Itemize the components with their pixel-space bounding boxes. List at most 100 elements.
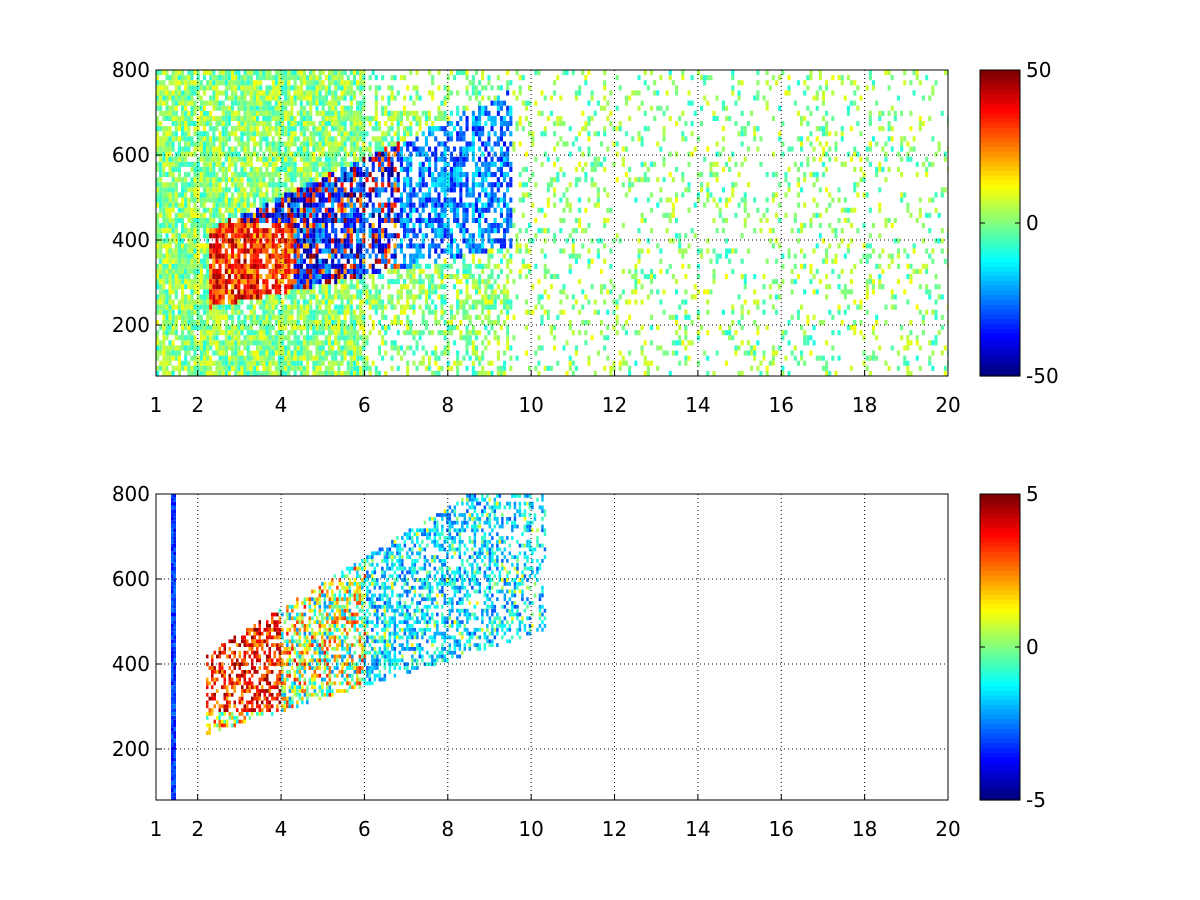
heatmap-cell — [259, 248, 263, 254]
heatmap-cell — [296, 335, 300, 341]
heatmap-cell — [215, 207, 219, 213]
heatmap-cell — [440, 187, 444, 193]
heatmap-cell — [252, 340, 256, 346]
heatmap-cell — [243, 115, 247, 121]
heatmap-cell — [399, 212, 403, 218]
heatmap-cell — [224, 350, 228, 356]
heatmap-cell — [371, 294, 375, 300]
heatmap-cell — [306, 192, 310, 198]
heatmap-cell — [231, 289, 235, 295]
heatmap-cell — [209, 166, 213, 172]
heatmap-cell — [206, 350, 210, 356]
heatmap-cell — [209, 192, 213, 198]
heatmap-cell — [165, 350, 169, 356]
heatmap-cell — [356, 131, 360, 137]
heatmap-cell — [240, 299, 244, 305]
heatmap-cell — [299, 177, 303, 183]
heatmap-cell — [302, 172, 306, 178]
heatmap-cell — [393, 263, 397, 269]
heatmap-cell — [162, 80, 166, 86]
heatmap-cell — [343, 253, 347, 259]
heatmap-cell — [284, 360, 288, 366]
heatmap-cell — [353, 131, 357, 137]
heatmap-cell — [234, 253, 238, 259]
heatmap-cell — [231, 243, 235, 249]
heatmap-cell — [309, 309, 313, 315]
heatmap-cell — [234, 228, 238, 234]
heatmap-cell — [446, 187, 450, 193]
heatmap-cell — [465, 207, 469, 213]
heatmap-cell — [390, 161, 394, 167]
heatmap-cell — [496, 197, 500, 203]
heatmap-cell — [165, 238, 169, 244]
heatmap-cell — [252, 197, 256, 203]
heatmap-cell — [337, 151, 341, 157]
heatmap-cell — [321, 141, 325, 147]
heatmap-cell — [321, 202, 325, 208]
heatmap-cell — [409, 110, 413, 116]
heatmap-cell — [324, 115, 328, 121]
heatmap-cell — [156, 192, 160, 198]
heatmap-cell — [202, 284, 206, 290]
heatmap-cell — [249, 263, 253, 269]
heatmap-cell — [224, 136, 228, 142]
heatmap-cell — [231, 161, 235, 167]
heatmap-cell — [318, 355, 322, 361]
heatmap-cell — [465, 182, 469, 188]
heatmap-cell — [378, 192, 382, 198]
heatmap-cell — [190, 233, 194, 239]
heatmap-cell — [296, 146, 300, 152]
heatmap-cell — [187, 80, 191, 86]
heatmap-cell — [331, 105, 335, 111]
heatmap-cell — [368, 115, 372, 121]
heatmap-cell — [274, 207, 278, 213]
heatmap-cell — [443, 274, 447, 280]
heatmap-cell — [534, 365, 538, 371]
heatmap-cell — [321, 115, 325, 121]
heatmap-cell — [424, 274, 428, 280]
heatmap-cell — [190, 141, 194, 147]
heatmap-cell — [349, 151, 353, 157]
heatmap-cell — [206, 360, 210, 366]
heatmap-cell — [190, 187, 194, 193]
heatmap-cell — [274, 166, 278, 172]
heatmap-cell — [274, 330, 278, 336]
heatmap-cell — [168, 126, 172, 132]
heatmap-cell — [465, 263, 469, 269]
heatmap-cell — [327, 309, 331, 315]
heatmap-cell — [193, 70, 197, 76]
heatmap-cell — [309, 110, 313, 116]
heatmap-cell — [252, 136, 256, 142]
heatmap-cell — [353, 223, 357, 229]
heatmap-cell — [227, 187, 231, 193]
heatmap-cell — [196, 304, 200, 310]
heatmap-cell — [478, 105, 482, 111]
heatmap-cell — [212, 330, 216, 336]
heatmap-cell — [271, 299, 275, 305]
heatmap-cell — [443, 85, 447, 91]
heatmap-cell — [274, 365, 278, 371]
heatmap-cell — [159, 258, 163, 264]
heatmap-cell — [215, 100, 219, 106]
heatmap-cell — [252, 365, 256, 371]
heatmap-cell — [246, 105, 250, 111]
heatmap-cell — [359, 90, 363, 96]
heatmap-cell — [159, 95, 163, 101]
heatmap-cell — [277, 279, 281, 285]
heatmap-cell — [240, 192, 244, 198]
heatmap-cell — [274, 141, 278, 147]
heatmap-cell — [165, 325, 169, 331]
heatmap-cell — [174, 248, 178, 254]
heatmap-cell — [421, 161, 425, 167]
heatmap-cell — [412, 299, 416, 305]
heatmap-cell — [302, 243, 306, 249]
heatmap-cell — [227, 263, 231, 269]
heatmap-cell — [506, 80, 510, 86]
heatmap-cell — [162, 253, 166, 259]
heatmap-cell — [221, 304, 225, 310]
heatmap-cell — [159, 248, 163, 254]
heatmap-cell — [312, 325, 316, 331]
heatmap-cell — [193, 126, 197, 132]
heatmap-cell — [271, 172, 275, 178]
heatmap-cell — [265, 161, 269, 167]
